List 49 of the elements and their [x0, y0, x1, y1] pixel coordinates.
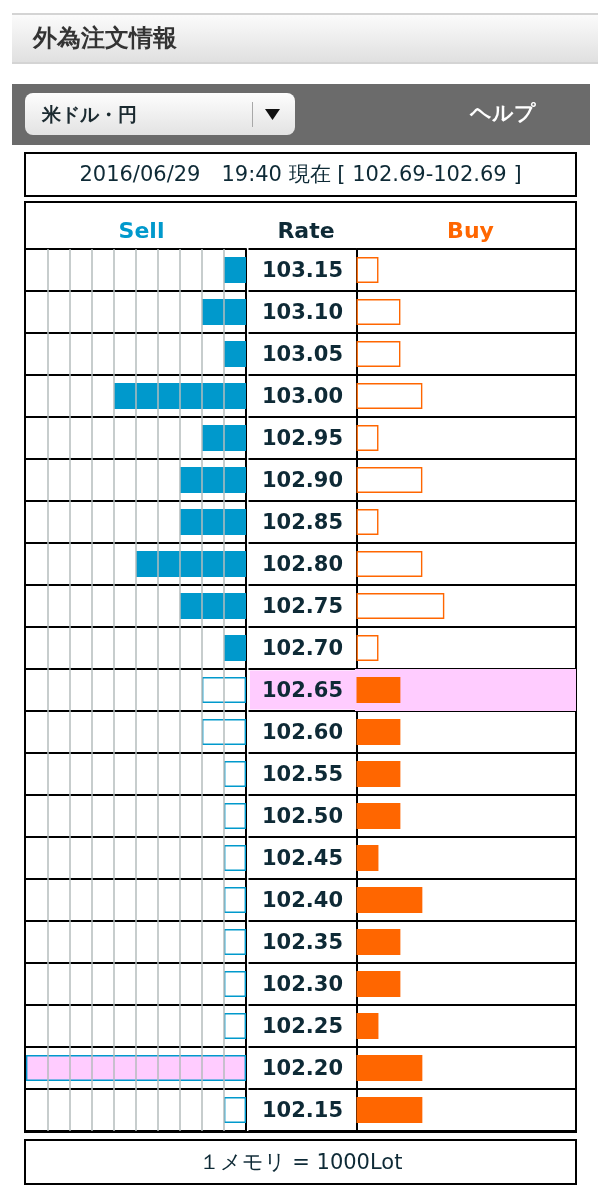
y-tick-label: 102.75	[261, 594, 344, 618]
text: 2016/06/29 19:40 現在 [ 102.69-102.69 ]	[24, 152, 577, 197]
text: １メモリ = 1000Lot	[24, 1139, 577, 1185]
text: Sell	[118, 217, 165, 243]
bar	[356, 424, 379, 452]
bar	[356, 844, 379, 872]
bar	[356, 886, 423, 914]
y-tick-label: 103.15	[261, 258, 344, 282]
y-tick-label: 102.55	[261, 762, 344, 786]
y-tick-label: 102.65	[261, 678, 344, 702]
bar	[356, 928, 401, 956]
y-tick-label: 102.15	[261, 1098, 344, 1122]
y-tick-label: 102.60	[261, 720, 344, 744]
text: ヘルプ	[470, 100, 536, 127]
y-tick-label: 102.35	[261, 930, 344, 954]
y-tick-label: 103.05	[261, 342, 344, 366]
y-tick-label: 102.45	[261, 846, 344, 870]
y-tick-label: 102.25	[261, 1014, 344, 1038]
bar	[356, 508, 379, 536]
bar	[356, 592, 445, 620]
y-tick-label: 102.85	[261, 510, 344, 534]
y-axis-title: Rate	[277, 217, 335, 243]
bar	[356, 970, 401, 998]
y-tick-label: 102.30	[261, 972, 344, 996]
y-tick-label: 103.10	[261, 300, 344, 324]
bar	[356, 340, 401, 368]
bar	[356, 802, 401, 830]
y-tick-label: 102.80	[261, 552, 344, 576]
y-tick-label: 102.40	[261, 888, 344, 912]
y-tick-label: 102.90	[261, 468, 344, 492]
y-tick-label: 103.00	[261, 384, 344, 408]
y-tick-label: 102.50	[261, 804, 344, 828]
bar	[356, 1012, 379, 1040]
y-tick-label: 102.95	[261, 426, 344, 450]
y-tick-label: 102.70	[261, 636, 344, 660]
bar	[356, 1096, 423, 1124]
text: Buy	[447, 217, 494, 243]
bar	[356, 298, 401, 326]
bar	[356, 550, 423, 578]
bar	[356, 466, 423, 494]
y-tick-label: 102.20	[261, 1056, 344, 1080]
chart-title: 外為注文情報	[33, 23, 177, 54]
bar	[356, 256, 379, 284]
bar	[356, 382, 423, 410]
bar	[356, 634, 379, 662]
bar	[356, 718, 401, 746]
currency-dropdown: 米ドル・円	[25, 93, 295, 135]
bar	[356, 1054, 423, 1082]
bar	[356, 760, 401, 788]
